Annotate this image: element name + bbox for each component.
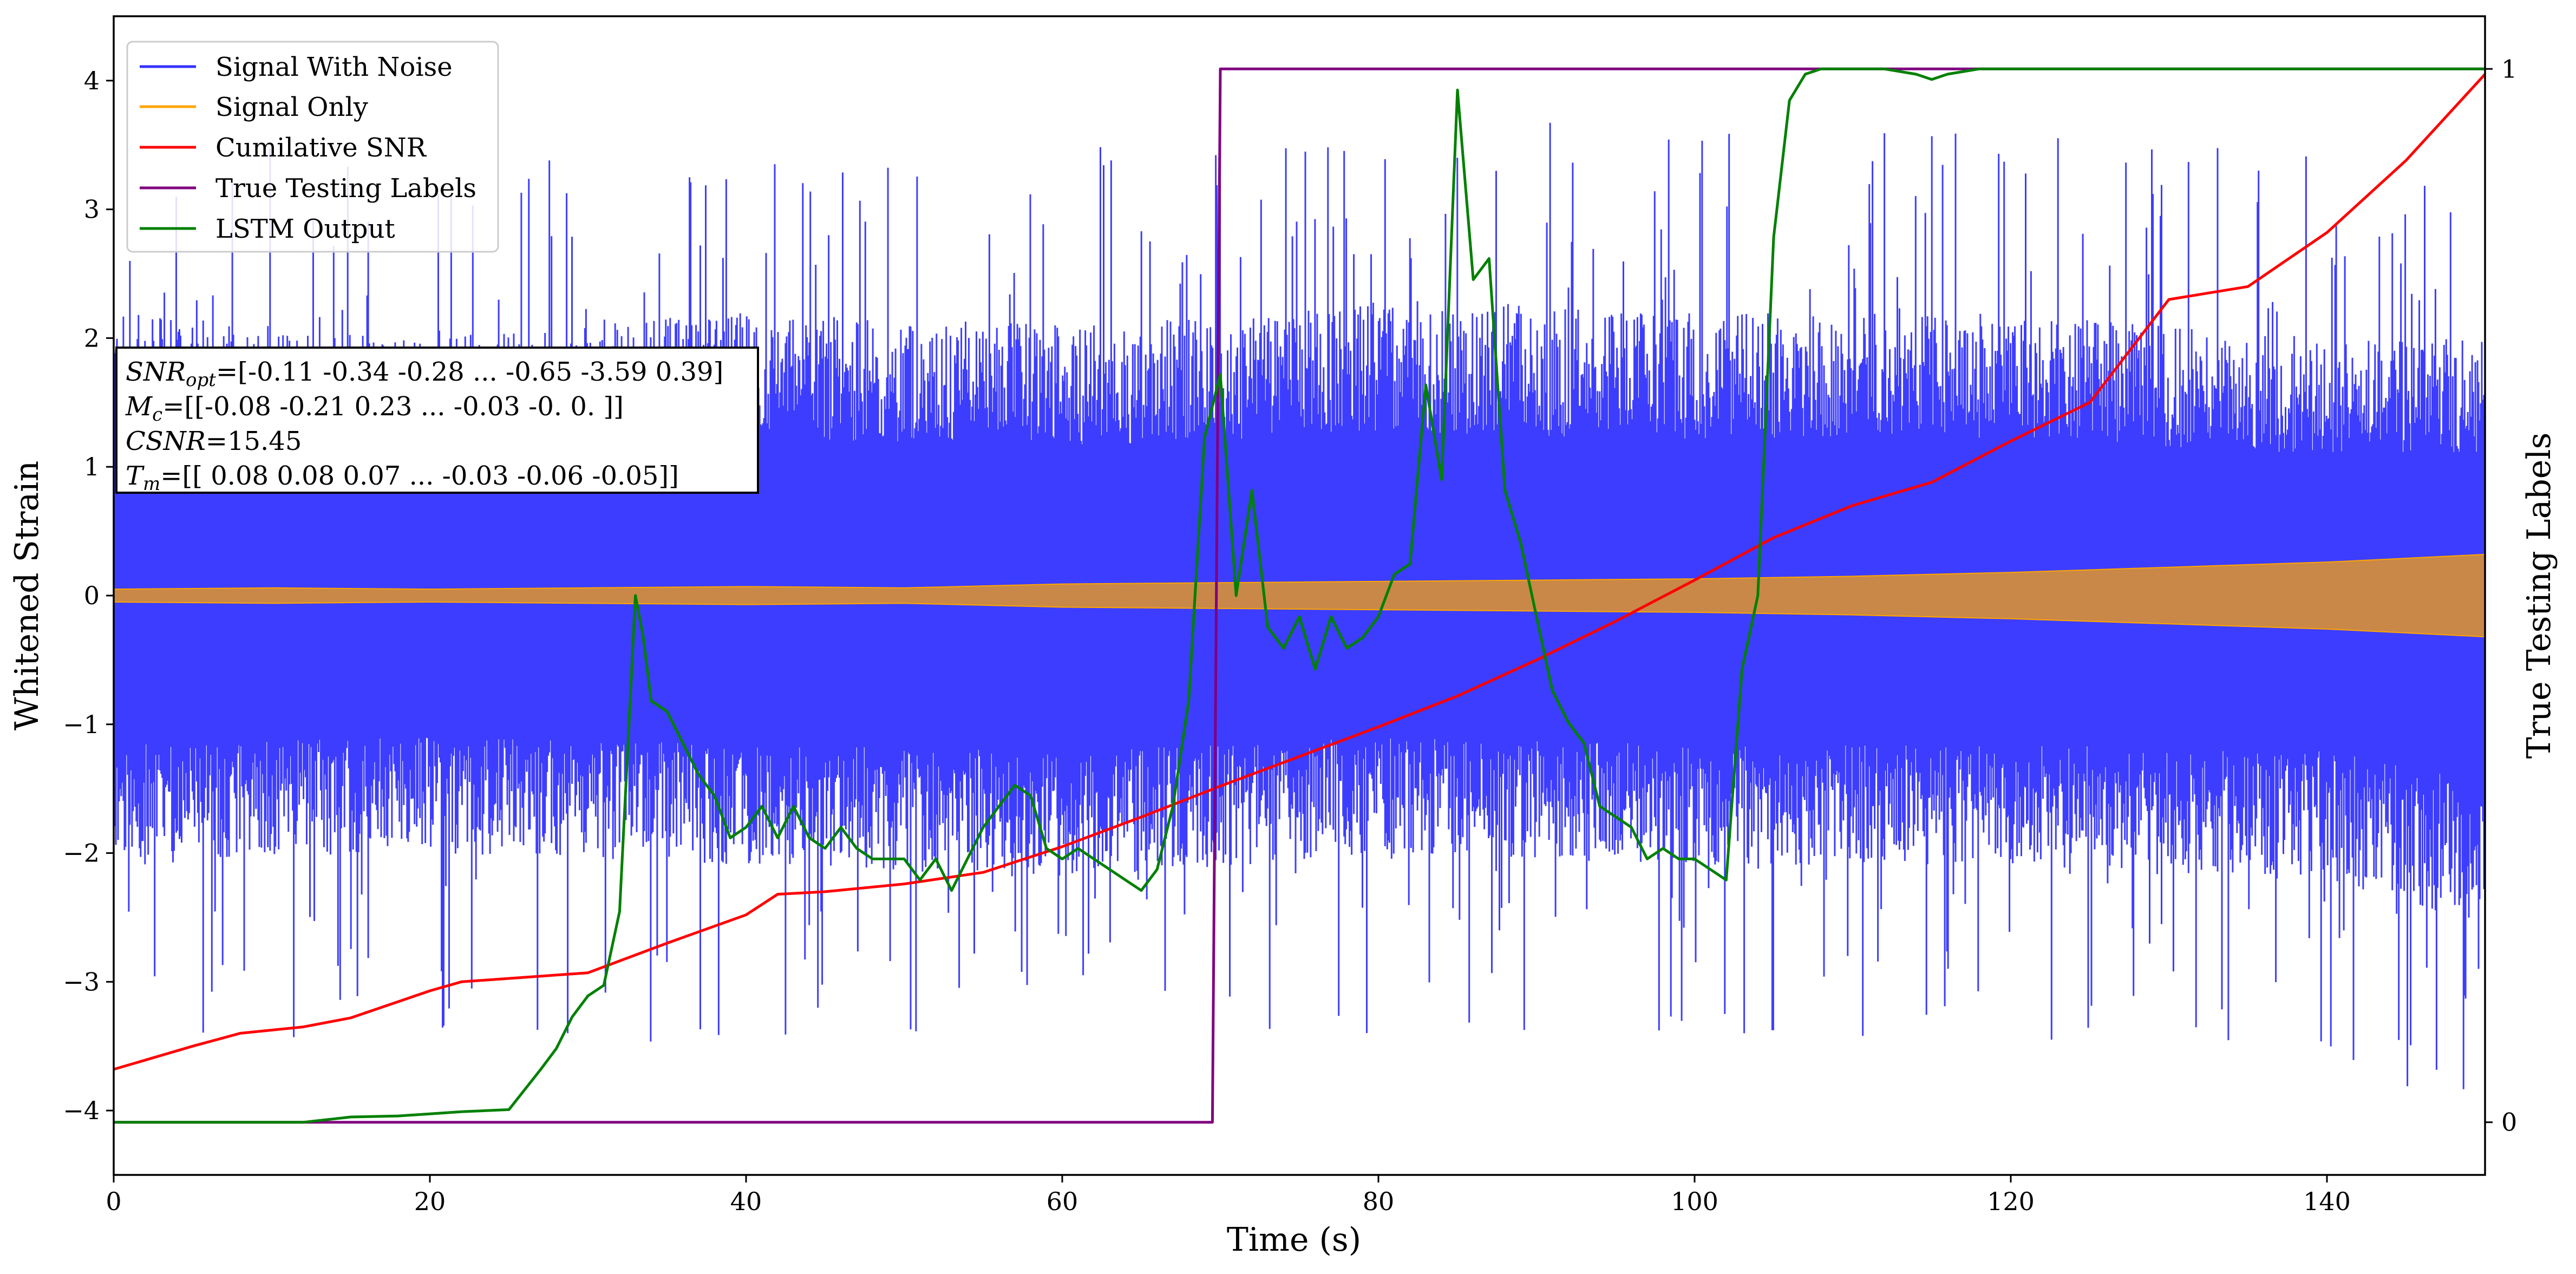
legend-label-cumulative-snr: Cumilative SNR [215,133,427,163]
legend-label-signal-with-noise: Signal With Noise [215,52,453,82]
y-tick-label: 3 [84,195,100,224]
series-lstm-output [114,67,2485,1124]
x-axis-title: Time (s) [1227,1221,1361,1259]
legend-label-true-testing-labels: True Testing Labels [215,173,476,204]
y-tick-label: −4 [63,1096,100,1125]
y-tick-label: −2 [63,839,100,868]
series-signal-only [114,553,2485,638]
legend: Signal With Noise Signal Only Cumilative… [126,41,499,253]
x-tick-label: 100 [1671,1187,1718,1216]
annotation-box: SNRopt=[-0.11 -0.34 -0.28 ... -0.65 -3.5… [115,347,759,495]
x-tick-label: 80 [1363,1187,1395,1216]
legend-label-signal-only: Signal Only [215,92,368,122]
y-axis-title: Whitened Strain [8,461,46,730]
annotation-frame [115,347,759,494]
legend-frame [126,41,499,253]
annotation-csnr: CSNR=15.45 [126,426,302,456]
x-tick-label: 120 [1987,1187,2035,1216]
annotation-snr-opt: SNRopt=[-0.11 -0.34 -0.28 ... -0.65 -3.5… [126,357,723,391]
legend-label-lstm-output: LSTM Output [215,214,395,244]
x-tick-label: 140 [2303,1187,2351,1216]
y2-tick-label: 1 [2501,54,2517,83]
y2-tick-label: 0 [2501,1108,2517,1137]
series-cumilative-snr [114,73,2485,1071]
y-tick-label: 0 [84,581,100,610]
annotation-tm: Tm=[[ 0.08 0.08 0.07 ... -0.03 -0.06 -0.… [126,461,679,495]
y-tick-label: 2 [84,323,100,352]
plot-area [114,67,2485,1124]
x-tick-label: 60 [1047,1187,1078,1216]
annotation-mc: Mc=[[-0.08 -0.21 0.23 ... -0.03 -0. 0. ]… [125,391,624,426]
x-tick-label: 40 [730,1187,762,1216]
y2-axis-title: True Testing Labels [2520,433,2558,759]
y-tick-label: 4 [84,66,100,95]
x-tick-label: 0 [106,1187,121,1216]
y-tick-label: −1 [63,710,100,739]
y-tick-label: −3 [63,967,100,996]
y-tick-label: 1 [84,452,100,481]
x-tick-label: 20 [414,1187,446,1216]
